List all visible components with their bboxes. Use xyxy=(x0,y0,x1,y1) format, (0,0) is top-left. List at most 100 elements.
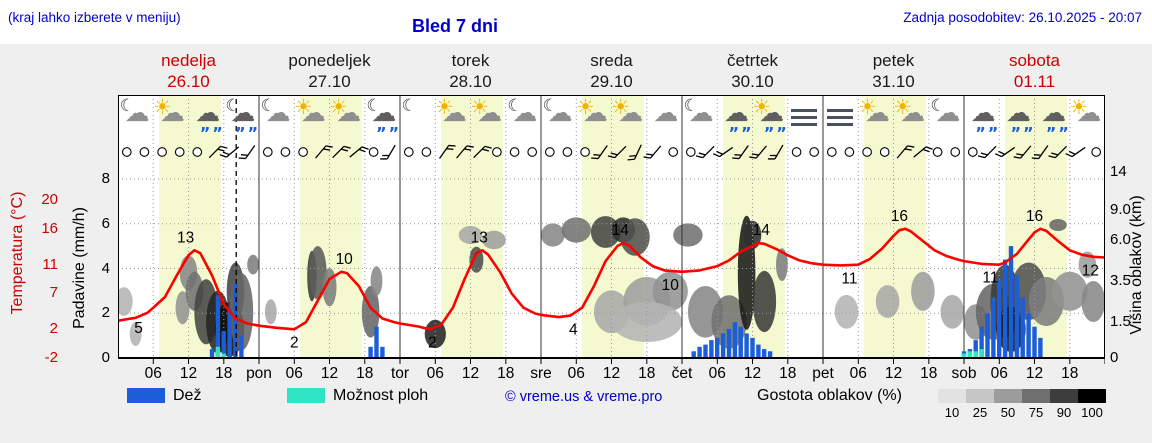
density-value: 10 xyxy=(944,405,960,420)
raindrops-icon: „„ xyxy=(728,115,754,134)
svg-text:14: 14 xyxy=(753,222,771,239)
day-date: 31.10 xyxy=(872,72,915,91)
density-swatch-100 xyxy=(1078,389,1106,403)
day-header-sreda: sreda 29.10 xyxy=(541,50,682,92)
weather-icon-moon: ☾ xyxy=(400,96,436,135)
day-header-torek: torek 28.10 xyxy=(400,50,541,92)
svg-text:16: 16 xyxy=(891,208,908,225)
cloud-icon: ☁ xyxy=(547,98,573,127)
temp-axis-tick: 11 xyxy=(42,255,58,273)
temp-axis-label: Temperatura (°C) xyxy=(9,191,26,315)
svg-text:13: 13 xyxy=(177,229,194,246)
weather-icon-moon-cloud: ☾ ☁ xyxy=(505,96,541,135)
cloud-icon: ☁ xyxy=(1041,98,1067,127)
day-header-petek: petek 31.10 xyxy=(823,50,964,92)
svg-text:4: 4 xyxy=(569,321,578,338)
weather-icon-rain: ☁ „„ xyxy=(999,97,1035,135)
page-title: Bled 7 dni xyxy=(411,16,499,36)
moon-icon: ☾ xyxy=(507,96,523,116)
weather-icon-sun-cloud: ☀ ☁ xyxy=(858,95,894,135)
svg-text:12: 12 xyxy=(1082,263,1099,280)
sun-icon: ☀ xyxy=(152,95,172,119)
temp-axis-tick: -2 xyxy=(44,349,58,366)
location-hint[interactable]: (kraj lahko izberete v meniju) xyxy=(8,10,181,25)
weather-icon-rain: ☁ „„ xyxy=(188,97,224,135)
x-tick-12: 12 xyxy=(602,365,621,382)
cloud-icon: ☁ xyxy=(265,98,291,127)
density-value: 100 xyxy=(1081,405,1103,420)
x-tick-sob: sob xyxy=(951,365,977,382)
sun-icon: ☀ xyxy=(893,95,912,119)
x-tick-12: 12 xyxy=(743,365,762,382)
weather-icon-moon-cloud: ☾ ☁ xyxy=(118,96,154,135)
cloud-axis-tick: 6.0 xyxy=(1110,231,1131,248)
weather-icon-rain: ☁ „„ xyxy=(964,97,1000,135)
weather-icon-moon-cloud: ☾ ☁ xyxy=(928,96,964,135)
x-tick-18: 18 xyxy=(1061,365,1079,382)
moon-icon: ☾ xyxy=(119,96,135,116)
density-swatch-75 xyxy=(1022,389,1050,403)
weather-icon-sun-cloud: ☀ ☁ xyxy=(576,95,612,135)
density-swatch-25 xyxy=(966,389,994,403)
raindrops-icon: „„ xyxy=(1010,115,1036,134)
raindrops-icon: „„ xyxy=(376,115,402,134)
x-tick-tor: tor xyxy=(390,365,410,382)
density-value: 25 xyxy=(972,405,988,420)
meteogram-plot: 5 13 2 10 2 13 4 14 10 14 11 16 11 16 12 ☾ ☁ ☀ ☁ ☁ „„ ☾ ☁ „„ ☾ ☁… xyxy=(115,95,1107,367)
rain-swatch xyxy=(127,388,165,403)
sun-icon: ☀ xyxy=(752,95,771,119)
x-tick-18: 18 xyxy=(497,365,515,382)
weather-icon-moon-cloud: ☾ ☁ xyxy=(682,96,718,135)
cloud-icon: ☁ xyxy=(653,98,679,127)
day-date: 01.11 xyxy=(1013,72,1056,91)
sun-icon: ☀ xyxy=(434,95,454,119)
x-tick-18: 18 xyxy=(215,365,233,382)
x-tick-06: 06 xyxy=(285,365,303,382)
weather-icon-moon-cloud: ☾ ☁ xyxy=(541,96,577,135)
weather-icon-sun-rain: ☀ ☁ „„ xyxy=(752,95,788,135)
weather-icon-sun-cloud: ☀ ☁ xyxy=(893,95,929,135)
weather-icon-sun-cloud: ☀ ☁ xyxy=(611,95,647,135)
temp-axis-tick: 16 xyxy=(41,219,58,237)
density-swatch-50 xyxy=(994,389,1022,403)
raindrops-icon: „„ xyxy=(235,115,261,134)
x-tick-sre: sre xyxy=(530,365,552,382)
raindrops-icon: „„ xyxy=(1046,115,1072,134)
showers-legend-label: Možnost ploh xyxy=(333,387,429,404)
cloud-icon: ☁ xyxy=(723,98,749,127)
density-value: 90 xyxy=(1056,405,1072,420)
raindrops-icon: „„ xyxy=(200,115,226,134)
x-tick-18: 18 xyxy=(356,365,374,382)
svg-text:11: 11 xyxy=(841,270,857,287)
meteogram-svg: 5 13 2 10 2 13 4 14 10 14 11 16 11 16 12 xyxy=(115,95,1107,364)
density-value: 50 xyxy=(1000,405,1016,420)
x-tick-18: 18 xyxy=(638,365,656,382)
cloud-axis-tick: 9.0 xyxy=(1110,201,1131,218)
cloud-icon: ☁ xyxy=(582,98,608,127)
weather-icon-fog xyxy=(823,97,859,135)
weather-icon-sun-cloud: ☀ ☁ xyxy=(294,95,330,135)
x-tick-18: 18 xyxy=(779,365,797,382)
prec-axis-tick: 4 xyxy=(101,259,110,277)
temp-axis-tick: 2 xyxy=(49,320,58,338)
cloud-icon: ☁ xyxy=(230,98,256,127)
x-tick-12: 12 xyxy=(461,365,480,382)
day-date: 27.10 xyxy=(308,72,351,91)
copyright-link[interactable]: © vreme.us & vreme.pro xyxy=(505,389,663,405)
weather-icon-moon-cloud: ☾ ☁ xyxy=(259,96,295,135)
x-tick-06: 06 xyxy=(990,365,1008,382)
weather-icon-sun-cloud: ☀ ☁ xyxy=(470,95,506,135)
moon-icon: ☾ xyxy=(225,96,241,116)
x-tick-12: 12 xyxy=(884,365,903,382)
weather-icon-sun-cloud: ☀ ☁ xyxy=(1069,95,1105,135)
fog-icon xyxy=(826,105,853,130)
cloud-icon: ☁ xyxy=(195,98,221,127)
weather-icon-moon-rain: ☾ ☁ „„ xyxy=(364,96,402,135)
density-value: 75 xyxy=(1028,405,1044,420)
x-tick-čet: čet xyxy=(671,365,693,382)
svg-text:14: 14 xyxy=(612,222,630,239)
svg-text:10: 10 xyxy=(336,251,354,268)
cloud-icon: ☁ xyxy=(124,98,150,127)
svg-text:10: 10 xyxy=(662,277,680,294)
